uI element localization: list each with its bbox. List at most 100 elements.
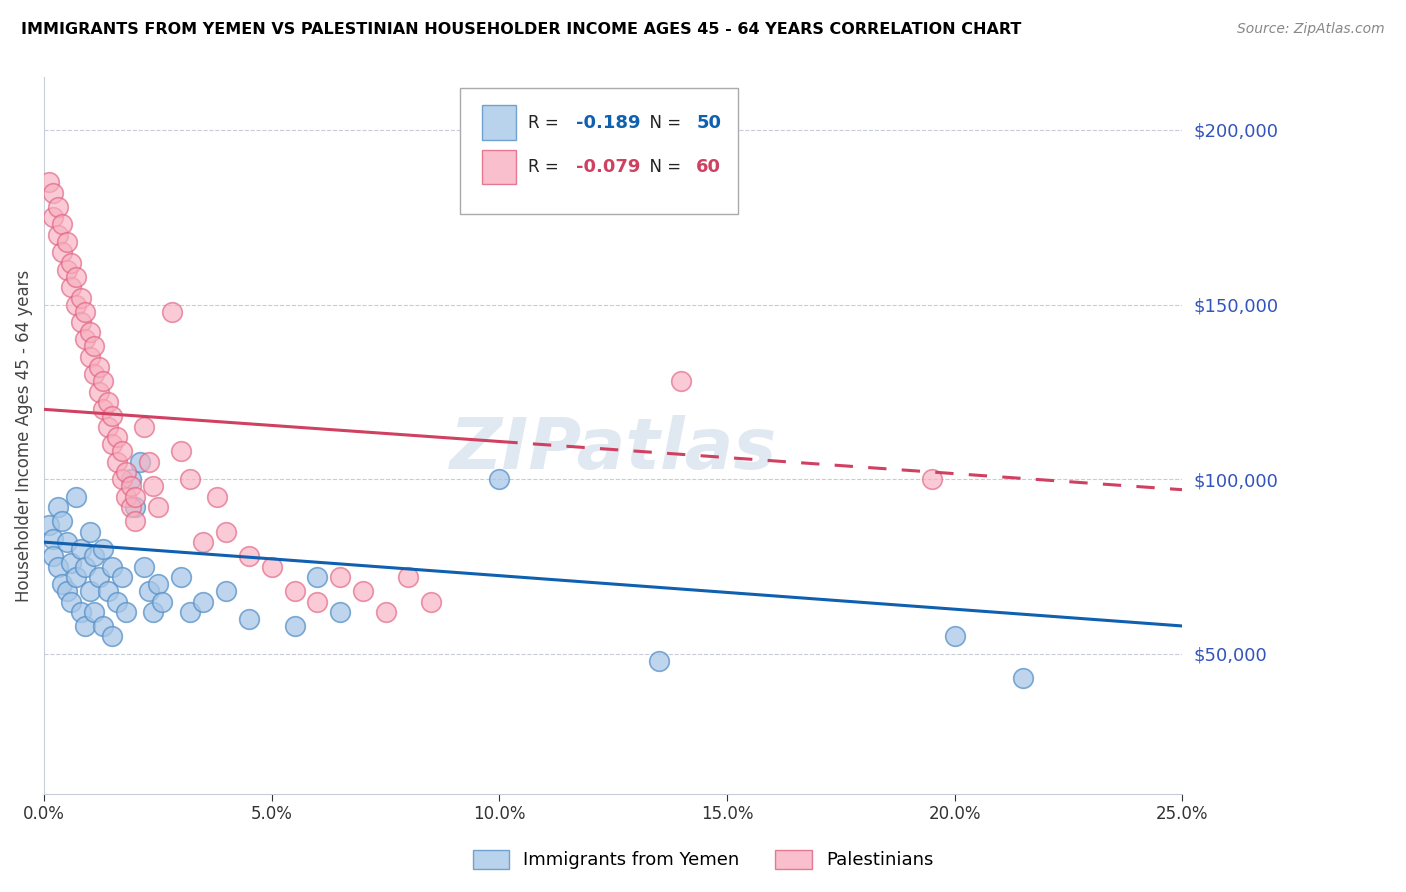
Point xyxy=(124,514,146,528)
Point xyxy=(42,186,65,200)
Point xyxy=(120,472,142,486)
Point xyxy=(124,490,146,504)
Point xyxy=(110,444,132,458)
Legend: Immigrants from Yemen, Palestinians: Immigrants from Yemen, Palestinians xyxy=(464,841,942,879)
Text: Source: ZipAtlas.com: Source: ZipAtlas.com xyxy=(1237,22,1385,37)
Text: R =: R = xyxy=(527,158,564,176)
Point xyxy=(115,465,138,479)
Point xyxy=(146,577,169,591)
Text: IMMIGRANTS FROM YEMEN VS PALESTINIAN HOUSEHOLDER INCOME AGES 45 - 64 YEARS CORRE: IMMIGRANTS FROM YEMEN VS PALESTINIAN HOU… xyxy=(21,22,1022,37)
Point xyxy=(75,304,97,318)
Point xyxy=(283,584,305,599)
Point xyxy=(101,559,124,574)
Point xyxy=(79,524,101,539)
Point xyxy=(943,630,966,644)
Point xyxy=(160,304,183,318)
Point xyxy=(101,630,124,644)
Point xyxy=(179,605,201,619)
Point xyxy=(120,479,142,493)
Point xyxy=(329,605,352,619)
Point xyxy=(120,500,142,515)
Point xyxy=(97,420,120,434)
Point xyxy=(420,594,443,608)
Point xyxy=(921,472,943,486)
Point xyxy=(115,490,138,504)
Text: -0.079: -0.079 xyxy=(575,158,640,176)
Point xyxy=(215,524,238,539)
Point xyxy=(101,437,124,451)
Point xyxy=(170,444,193,458)
Point xyxy=(51,577,73,591)
Point xyxy=(134,559,156,574)
Point xyxy=(146,500,169,515)
Point xyxy=(51,217,73,231)
Point xyxy=(110,570,132,584)
Point xyxy=(1012,672,1035,686)
Point xyxy=(396,570,419,584)
Text: 50: 50 xyxy=(696,113,721,131)
Point xyxy=(110,472,132,486)
Point xyxy=(65,570,87,584)
Point xyxy=(79,326,101,340)
Point xyxy=(91,542,114,557)
Point xyxy=(75,619,97,633)
Y-axis label: Householder Income Ages 45 - 64 years: Householder Income Ages 45 - 64 years xyxy=(15,269,32,602)
Point xyxy=(238,612,260,626)
Point xyxy=(138,455,160,469)
Point xyxy=(56,584,79,599)
Point xyxy=(83,368,105,382)
Point xyxy=(87,384,110,399)
Point xyxy=(87,360,110,375)
Point xyxy=(260,559,283,574)
Bar xyxy=(482,105,516,140)
Point xyxy=(179,472,201,486)
Point xyxy=(46,200,69,214)
Point xyxy=(56,235,79,249)
Point xyxy=(142,479,165,493)
Text: R =: R = xyxy=(527,113,564,131)
Point xyxy=(69,605,91,619)
Text: -0.189: -0.189 xyxy=(575,113,640,131)
Point xyxy=(56,535,79,549)
Point xyxy=(65,269,87,284)
Point xyxy=(38,517,60,532)
Point xyxy=(671,375,693,389)
Point xyxy=(170,570,193,584)
Point xyxy=(79,350,101,364)
Point xyxy=(142,605,165,619)
Point xyxy=(215,584,238,599)
Point xyxy=(152,594,174,608)
Point xyxy=(193,535,215,549)
Point xyxy=(69,291,91,305)
Point xyxy=(65,490,87,504)
Point xyxy=(105,594,128,608)
Point xyxy=(307,570,329,584)
Point xyxy=(91,375,114,389)
Point xyxy=(115,605,138,619)
Point xyxy=(60,280,83,294)
Point xyxy=(97,584,120,599)
Point xyxy=(124,500,146,515)
Point xyxy=(60,556,83,570)
Point xyxy=(205,490,228,504)
Point xyxy=(352,584,374,599)
Point xyxy=(60,255,83,269)
Point xyxy=(46,227,69,242)
Point xyxy=(79,584,101,599)
Point xyxy=(138,584,160,599)
Point xyxy=(56,262,79,277)
Text: N =: N = xyxy=(640,113,686,131)
Point xyxy=(307,594,329,608)
Point xyxy=(101,409,124,424)
Point xyxy=(75,559,97,574)
Point xyxy=(329,570,352,584)
Bar xyxy=(482,150,516,184)
Point xyxy=(105,455,128,469)
Point xyxy=(83,339,105,353)
Point xyxy=(83,605,105,619)
Text: ZIPatlas: ZIPatlas xyxy=(450,416,778,484)
Point xyxy=(87,570,110,584)
Point xyxy=(374,605,396,619)
Text: N =: N = xyxy=(640,158,686,176)
Point xyxy=(134,420,156,434)
